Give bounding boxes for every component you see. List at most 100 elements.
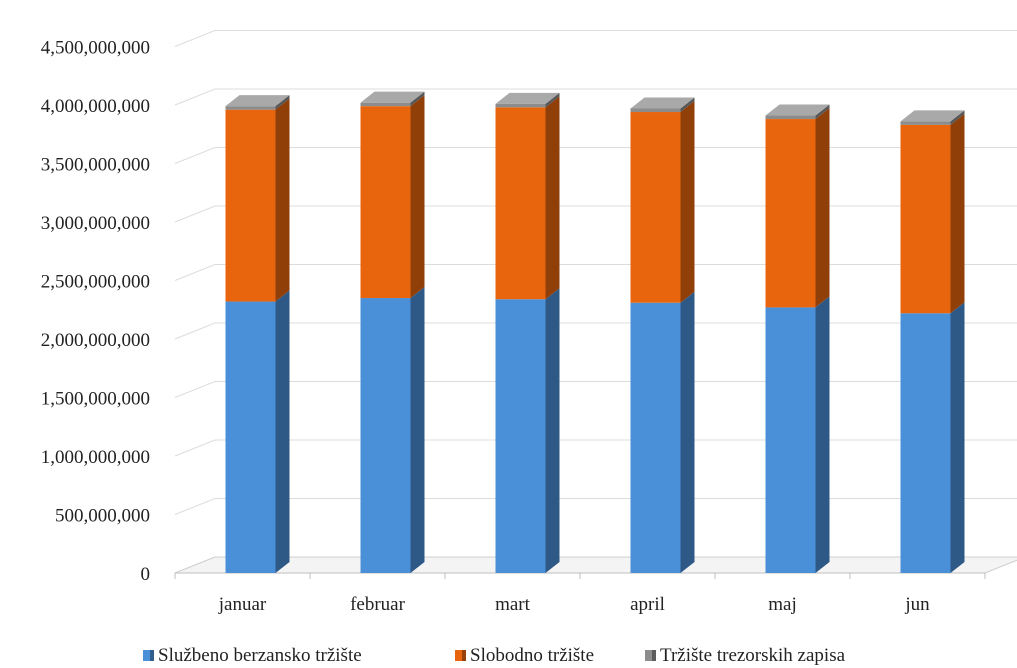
bar-front bbox=[765, 307, 816, 573]
bar-side bbox=[680, 291, 695, 573]
gridline bbox=[174, 439, 1017, 457]
y-tick-label: 0 bbox=[141, 564, 151, 585]
bar-segment bbox=[630, 291, 695, 573]
bar-segment bbox=[225, 95, 290, 110]
y-tick-label: 4,000,000,000 bbox=[41, 96, 150, 117]
y-tick-label: 2,500,000,000 bbox=[41, 272, 150, 293]
y-tick-label: 1,000,000,000 bbox=[41, 447, 150, 468]
bar-front bbox=[765, 115, 816, 120]
legend-swatch-shade bbox=[150, 650, 154, 661]
gridlines bbox=[174, 30, 1017, 574]
y-axis-tick-labels: 0 500,000,000 1,000,000,000 1,500,000,000 2,… bbox=[41, 38, 150, 586]
floor-plane bbox=[174, 556, 1017, 574]
legend-swatch-shade bbox=[652, 650, 656, 661]
bar-segment bbox=[495, 92, 560, 108]
legend-swatch bbox=[645, 650, 656, 661]
bars bbox=[225, 91, 965, 573]
x-category-label: maj bbox=[768, 594, 797, 615]
bar-segment bbox=[225, 290, 290, 573]
y-tick-label: 3,500,000,000 bbox=[41, 155, 150, 176]
gridline bbox=[174, 205, 1017, 223]
chart-floor bbox=[174, 556, 1017, 579]
bar-front bbox=[630, 112, 681, 303]
gridline bbox=[174, 147, 1017, 164]
bar-top bbox=[360, 91, 425, 103]
gridline bbox=[174, 322, 1017, 340]
bar-side bbox=[410, 95, 425, 299]
legend-item: Službeno berzansko tržište bbox=[143, 645, 362, 666]
bar-front bbox=[360, 102, 411, 107]
bar-side bbox=[950, 302, 965, 573]
y-tick-label: 3,000,000,000 bbox=[41, 213, 150, 234]
gridline bbox=[174, 30, 1017, 47]
y-tick-label: 500,000,000 bbox=[55, 506, 150, 527]
bar-front bbox=[630, 108, 681, 113]
bar-side bbox=[950, 113, 965, 314]
bar-side bbox=[950, 110, 965, 125]
bar-side bbox=[815, 296, 830, 573]
bar-side bbox=[275, 95, 290, 110]
y-tick-label: 4,500,000,000 bbox=[41, 38, 150, 59]
bar-front bbox=[765, 119, 816, 308]
bar-side bbox=[545, 92, 560, 108]
bar-top bbox=[765, 104, 830, 116]
x-category-label: januar bbox=[218, 594, 267, 615]
bar-segment bbox=[360, 91, 425, 107]
gridline bbox=[174, 264, 1017, 281]
bar-front bbox=[900, 121, 951, 125]
x-category-label: mart bbox=[495, 594, 531, 615]
legend-swatch bbox=[143, 650, 154, 661]
gridline bbox=[174, 88, 1017, 106]
bar-top bbox=[900, 110, 965, 122]
bar-side bbox=[275, 290, 290, 573]
bar-side bbox=[545, 96, 560, 300]
bar-segment bbox=[360, 287, 425, 573]
bar-top bbox=[630, 97, 695, 109]
bar-segment bbox=[495, 288, 560, 573]
bar-side bbox=[545, 288, 560, 573]
bar-side bbox=[275, 98, 290, 302]
legend-label: Tržište trezorskih zapisa bbox=[660, 645, 846, 666]
bar-front bbox=[360, 106, 411, 299]
bar-front bbox=[630, 302, 681, 573]
bar-front bbox=[900, 313, 951, 573]
bar-front bbox=[360, 298, 411, 573]
legend: Službeno berzansko tržište Slobodno tržiš… bbox=[143, 645, 846, 666]
y-tick-label: 2,000,000,000 bbox=[41, 330, 150, 351]
bar-segment bbox=[900, 113, 965, 314]
x-category-label: februar bbox=[350, 594, 406, 615]
bar-front bbox=[225, 109, 276, 302]
legend-item: Tržište trezorskih zapisa bbox=[645, 645, 846, 666]
bar-segment bbox=[225, 98, 290, 302]
bar-segment bbox=[630, 101, 695, 303]
bar-front bbox=[225, 106, 276, 110]
bar-top bbox=[225, 95, 290, 107]
bar-front bbox=[495, 107, 546, 300]
x-axis-category-labels: januar februar mart april maj jun bbox=[218, 594, 930, 615]
bar-segment bbox=[630, 97, 695, 113]
bar-front bbox=[900, 124, 951, 314]
gridline bbox=[174, 381, 1017, 398]
bar-segment bbox=[900, 110, 965, 125]
bar-top bbox=[495, 92, 560, 104]
bar-front bbox=[495, 299, 546, 573]
bar-segment bbox=[765, 104, 830, 120]
bar-segment bbox=[765, 296, 830, 573]
bar-side bbox=[815, 104, 830, 120]
legend-swatch-shade bbox=[462, 650, 466, 661]
bar-segment bbox=[900, 302, 965, 573]
bar-front bbox=[225, 301, 276, 573]
bar-segment bbox=[360, 95, 425, 299]
x-category-label: april bbox=[630, 594, 665, 615]
gridline bbox=[174, 498, 1017, 515]
legend-label: Slobodno tržište bbox=[470, 645, 594, 666]
bar-side bbox=[410, 91, 425, 107]
y-tick-label: 1,500,000,000 bbox=[41, 389, 150, 410]
bar-segment bbox=[765, 108, 830, 308]
bar-front bbox=[495, 103, 546, 108]
legend-item: Slobodno tržište bbox=[455, 645, 594, 666]
legend-label: Službeno berzansko tržište bbox=[158, 645, 362, 666]
bar-side bbox=[410, 287, 425, 573]
bar-side bbox=[815, 108, 830, 308]
